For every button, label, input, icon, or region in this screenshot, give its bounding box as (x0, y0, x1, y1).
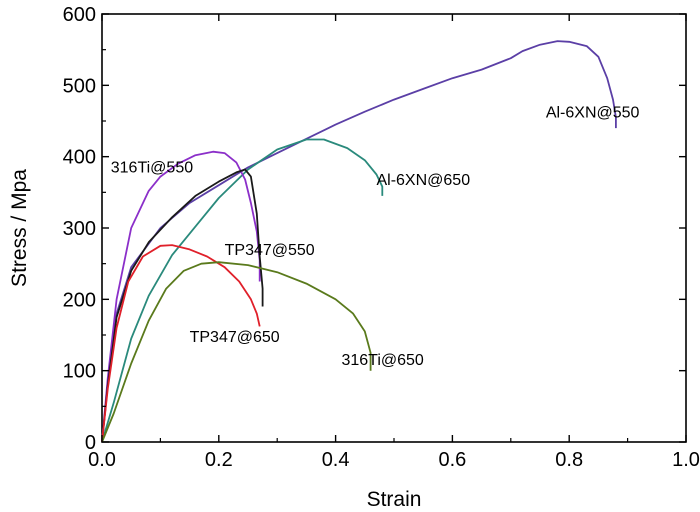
curve-label: 316Ti@650 (341, 352, 423, 369)
curve-label: TP347@550 (225, 242, 315, 259)
series-line (101, 244, 261, 443)
x-tick-label: 0.2 (205, 449, 233, 471)
x-tick-label: 0.4 (322, 449, 350, 471)
curve-annotations: Al-6XN@550 Al-6XN@650 316Ti@550 TP347@550 TP… (111, 104, 640, 369)
curve-label: Al-6XN@550 (546, 104, 640, 121)
plot-border (101, 13, 687, 443)
series-line (101, 40, 617, 443)
x-tick-label: 0.6 (438, 449, 466, 471)
y-tick-label: 500 (63, 75, 96, 97)
curve-label: Al-6XN@650 (376, 172, 470, 189)
y-tick-label: 100 (63, 361, 96, 383)
y-tick-label: 300 (63, 218, 96, 240)
y-tick-label: 0 (85, 432, 96, 454)
curve-label: 316Ti@550 (111, 159, 193, 176)
x-axis-title: Strain (367, 488, 422, 511)
y-tick-label: 400 (63, 147, 96, 169)
series-line (101, 261, 372, 443)
series-layer (101, 40, 617, 443)
series-line (101, 168, 264, 443)
plot-frame (101, 13, 687, 443)
curve-label: TP347@650 (190, 329, 280, 346)
y-axis-ticks: 0 100 200 300 400 500 600 (63, 4, 686, 454)
x-tick-label: 0.8 (555, 449, 583, 471)
x-tick-label: 0.0 (88, 449, 116, 471)
y-axis-title: Stress / Mpa (8, 169, 31, 287)
y-tick-label: 600 (63, 4, 96, 26)
series-line (101, 138, 384, 443)
x-axis-ticks: 0.0 0.2 0.4 0.6 0.8 1.0 (88, 14, 700, 471)
x-tick-label: 1.0 (672, 449, 700, 471)
series-line (101, 150, 261, 443)
y-tick-label: 200 (63, 289, 96, 311)
